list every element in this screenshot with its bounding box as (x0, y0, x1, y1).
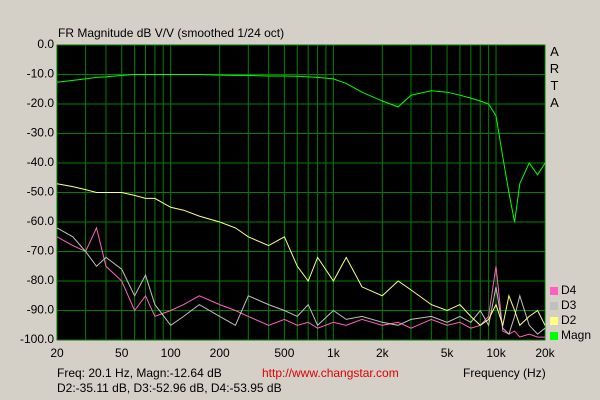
x-tick-label: 50 (115, 346, 129, 360)
footer-line: Freq: 20.1 Hz, Magn:-12.64 dB (57, 366, 222, 380)
y-tick-label: 0.0 (37, 37, 54, 51)
series-line (56, 227, 546, 336)
legend-label: D3 (561, 298, 577, 312)
legend-swatch (550, 317, 558, 325)
x-tick-label: 1k (327, 346, 341, 360)
y-tick-label: -40.0 (27, 155, 55, 169)
chart-title: FR Magnitude dB V/V (smoothed 1/24 oct) (58, 26, 284, 40)
x-tick-label: 100 (161, 346, 181, 360)
y-tick-label: -20.0 (27, 96, 55, 110)
legend-label: D4 (561, 283, 577, 297)
legend-label: Magn (561, 328, 591, 342)
side-label: ARTA (547, 44, 562, 112)
legend-label: D2 (561, 313, 577, 327)
x-tick-label: 2k (376, 346, 390, 360)
x-tick-label: 20k (535, 346, 555, 360)
legend-swatch (550, 302, 558, 310)
x-tick-label: 20 (50, 346, 64, 360)
y-tick-label: -80.0 (27, 273, 55, 287)
x-tick-label: 500 (274, 346, 294, 360)
x-axis-label: Frequency (Hz) (463, 366, 546, 380)
y-tick-label: -30.0 (27, 126, 55, 140)
url: http://www.changstar.com (262, 366, 399, 380)
y-tick-label: -60.0 (27, 214, 55, 228)
series-line (56, 226, 545, 338)
y-tick-label: -10.0 (27, 67, 55, 81)
y-tick-label: -100.0 (20, 332, 54, 346)
y-tick-label: -70.0 (27, 244, 55, 258)
x-tick-label: 200 (210, 346, 230, 360)
series-line (56, 74, 546, 223)
series-line (56, 183, 546, 328)
x-tick-label: 5k (441, 346, 455, 360)
footer-line: D2:-35.11 dB, D3:-52.96 dB, D4:-53.95 dB (57, 381, 282, 395)
y-tick-label: -50.0 (27, 185, 55, 199)
x-tick-label: 10k (486, 346, 506, 360)
y-tick-label: -90.0 (27, 303, 55, 317)
legend-swatch (550, 332, 558, 340)
legend-swatch (550, 287, 558, 295)
